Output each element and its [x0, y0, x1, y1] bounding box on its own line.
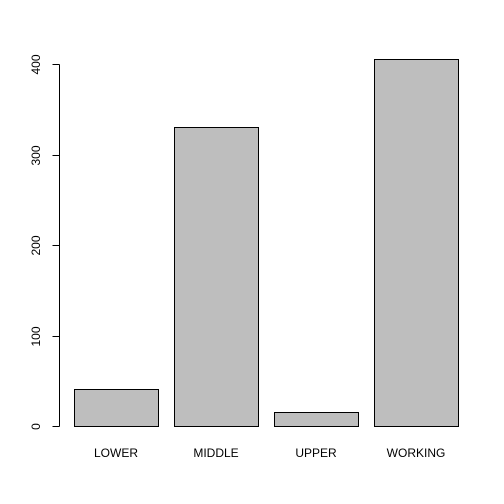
bar-working [374, 59, 459, 427]
bar-middle [174, 127, 259, 427]
y-tick-label-400: 400 [29, 54, 43, 74]
y-tick-label-300: 300 [29, 145, 43, 165]
x-tick-label-lower: LOWER [94, 446, 138, 460]
y-tick-label-200: 200 [29, 235, 43, 255]
y-axis: 0 100 200 300 400 [29, 54, 60, 430]
bars-layer [74, 59, 459, 427]
y-tick-label-100: 100 [29, 326, 43, 346]
bar-lower [74, 389, 159, 427]
x-axis-labels: LOWER MIDDLE UPPER WORKING [94, 446, 445, 460]
x-tick-label-upper: UPPER [295, 446, 337, 460]
y-tick-label-0: 0 [29, 423, 43, 430]
x-tick-label-working: WORKING [387, 446, 446, 460]
bar-upper [274, 412, 359, 427]
x-tick-label-middle: MIDDLE [193, 446, 238, 460]
